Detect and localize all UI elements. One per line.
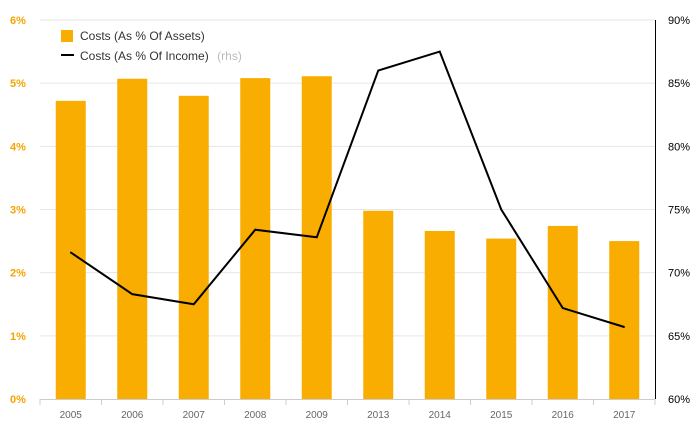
- bar: [240, 78, 271, 399]
- bar-series: [55, 76, 640, 400]
- x-tick-label: 2014: [429, 410, 452, 421]
- x-tick-label: 2017: [613, 410, 636, 421]
- line-point: [377, 69, 380, 72]
- y-left-tick-label: 2%: [10, 268, 26, 280]
- bar: [55, 100, 86, 399]
- y-left-tick-label: 6%: [10, 15, 26, 27]
- series-line: [70, 50, 625, 328]
- legend-label-line-note: (rhs): [217, 49, 242, 63]
- line-point: [192, 303, 195, 306]
- bar: [117, 78, 148, 400]
- y-right-tick-label: 65%: [668, 331, 690, 343]
- legend-label-line-group: Costs (As % Of Income) (rhs): [80, 47, 242, 64]
- bar: [486, 238, 517, 399]
- bar: [424, 230, 455, 399]
- bar: [547, 225, 578, 399]
- bar: [363, 210, 394, 399]
- y-right-tick-label: 90%: [668, 15, 690, 27]
- bar: [178, 95, 209, 400]
- x-tick-label: 2005: [60, 410, 83, 421]
- line-point: [315, 236, 318, 239]
- x-tick-label: 2006: [121, 410, 144, 421]
- y-left-tick-label: 4%: [10, 141, 26, 153]
- legend-swatch-bar: [61, 30, 73, 42]
- x-tick-label: 2008: [244, 410, 267, 421]
- x-tick-label: 2016: [552, 410, 575, 421]
- line-point: [500, 208, 503, 211]
- x-tick-label: 2015: [490, 410, 513, 421]
- y-left-tick-label: 3%: [10, 205, 26, 217]
- legend: Costs (As % Of Assets) Costs (As % Of In…: [61, 29, 242, 64]
- line-point: [131, 293, 134, 295]
- x-tick-label: 2007: [183, 410, 206, 421]
- legend-label-bar: Costs (As % Of Assets): [80, 29, 205, 43]
- x-tick-label: 2009: [306, 410, 329, 421]
- y-right-tick-label: 75%: [668, 205, 690, 217]
- y-left-tick-label: 5%: [10, 78, 26, 90]
- legend-label-line: Costs (As % Of Income): [80, 49, 209, 63]
- y-right-tick-label: 80%: [668, 141, 690, 153]
- x-tick-label: 2013: [367, 410, 390, 421]
- line-series: [69, 50, 626, 328]
- y-left-tick-label: 0%: [10, 394, 26, 406]
- y-right-tick-label: 60%: [668, 394, 690, 406]
- y-left-tick-label: 1%: [10, 331, 26, 343]
- line-point: [254, 228, 257, 231]
- y-right-tick-label: 85%: [668, 78, 690, 90]
- line-point: [438, 50, 441, 53]
- bar: [609, 241, 640, 399]
- axes: 0% 60% 1% 65% 2% 70% 3% 75% 4% 80% 5% 85% 6% 90% 2005 2…: [10, 15, 690, 421]
- line-point: [69, 251, 72, 254]
- y-right-tick-label: 70%: [668, 268, 690, 280]
- line-point: [623, 326, 626, 328]
- line-point: [561, 307, 564, 309]
